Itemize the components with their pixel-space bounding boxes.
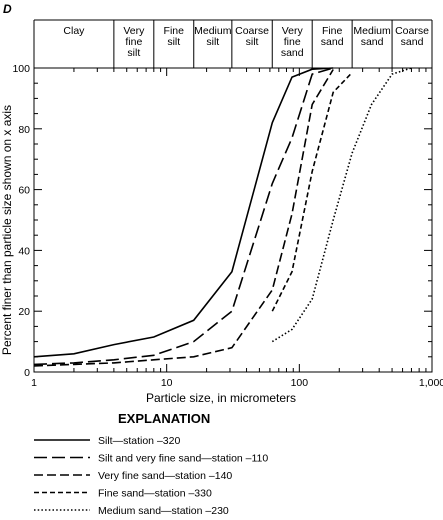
panel-label: D: [3, 2, 12, 16]
class-label: Fine: [322, 25, 343, 37]
class-label: Very: [282, 25, 304, 37]
y-tick-label: 20: [18, 306, 30, 318]
class-label: silt: [246, 36, 259, 48]
series-line: [33, 69, 334, 367]
series-line: [271, 72, 353, 312]
y-tick-label: 80: [18, 124, 30, 136]
series-line: [33, 67, 334, 366]
class-label: Coarse: [395, 25, 429, 37]
legend-title: EXPLANATION: [118, 411, 210, 426]
class-label: Fine: [164, 25, 185, 37]
class-label: Medium: [194, 25, 232, 37]
size-class-band: Clay VeryfinesiltFinesiltMediumsiltCoarse…: [33, 19, 433, 68]
legend-label: Fine sand—station –330: [98, 488, 212, 500]
class-label: Very: [123, 25, 145, 37]
class-label: silt: [206, 36, 219, 48]
y-axis-title: Percent finer than particle size shown o…: [0, 105, 14, 355]
y-tick-label: 40: [18, 245, 30, 257]
series-layer: [33, 67, 412, 367]
class-label: fine: [125, 36, 142, 48]
x-tick-label: 100: [291, 377, 309, 389]
x-tick-label: 1: [31, 377, 37, 389]
class-label: silt: [167, 36, 180, 48]
series-line: [33, 67, 334, 358]
class-label: sand: [401, 36, 424, 48]
legend-label: Medium sand—station –230: [98, 505, 229, 517]
class-label: sand: [321, 36, 344, 48]
y-tick-label: 0: [24, 367, 30, 379]
x-tick-label: 1,000: [419, 377, 443, 389]
class-label: Clay: [63, 25, 85, 37]
class-label: Medium: [353, 25, 391, 37]
x-axis-title: Particle size, in micrometers: [146, 391, 296, 405]
y-tick-label: 60: [18, 185, 30, 197]
axes: 1 10 100 1,000 0 20 40 60 80 100: [12, 63, 443, 389]
plot-frame: [33, 67, 433, 373]
class-label: fine: [284, 36, 301, 48]
legend-label: Silt—station –320: [98, 435, 180, 447]
y-tick-label: 100: [12, 63, 30, 75]
legend-label: Very fine sand—station –140: [98, 470, 232, 482]
legend-label: Silt and very fine sand—station –110: [98, 453, 268, 465]
class-label: sand: [281, 47, 304, 59]
x-tick-label: 10: [161, 377, 173, 389]
legend: Silt—station –320 Silt and very fine sand…: [34, 435, 268, 517]
class-label: Coarse: [235, 25, 269, 37]
class-label: silt: [127, 47, 140, 59]
class-label: sand: [361, 36, 384, 48]
